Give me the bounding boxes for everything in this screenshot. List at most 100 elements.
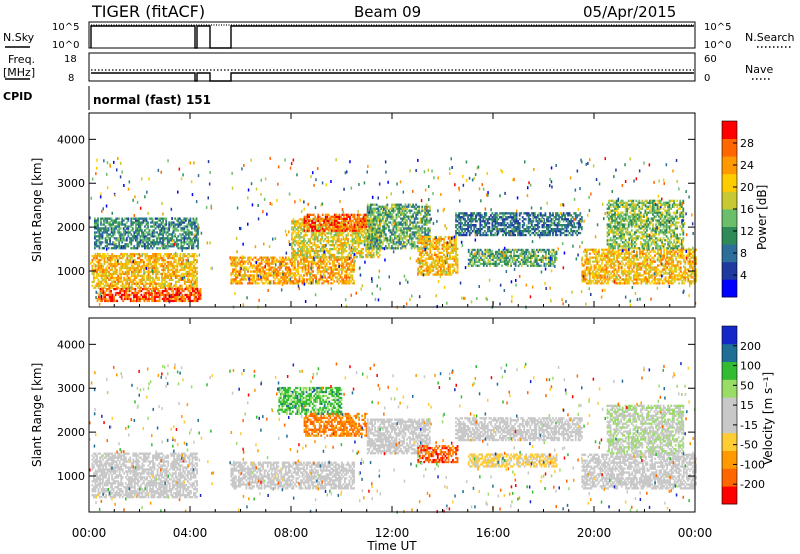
power-echo-cell xyxy=(154,217,157,220)
power-echo-cell xyxy=(309,280,311,283)
power-echo-cell xyxy=(180,260,183,264)
power-echo-cell xyxy=(191,231,193,234)
power-echo-cell xyxy=(132,297,135,301)
power-echo-cell xyxy=(183,239,186,242)
power-echo-cell xyxy=(140,270,142,274)
power-echo-cell xyxy=(165,255,168,258)
power-echo-cell xyxy=(132,293,135,297)
power-echo-cell xyxy=(351,249,354,253)
power-echo-cell xyxy=(348,262,351,265)
power-echo-cell xyxy=(333,238,336,241)
power-echo-cell xyxy=(362,255,364,259)
power-echo-cell xyxy=(449,269,451,272)
power-echo-cell xyxy=(94,243,96,246)
power-echo-cell xyxy=(269,256,272,259)
power-echo-cell xyxy=(150,241,152,244)
power-echo-cell xyxy=(309,251,311,255)
power-echo-cell xyxy=(284,272,287,275)
power-echo-cell xyxy=(473,228,476,231)
power-echo-cell xyxy=(165,227,168,230)
power-echo-cell xyxy=(119,237,122,240)
power-echo-cell xyxy=(182,278,185,281)
power-echo-cell xyxy=(97,274,100,277)
power-echo-cell xyxy=(319,264,322,267)
power-echo-cell xyxy=(295,253,298,257)
power-echo-cell xyxy=(118,257,121,260)
power-echo-cell xyxy=(184,293,187,297)
power-echo-cell xyxy=(152,257,154,260)
power-echo-cell xyxy=(345,262,348,265)
power-echo-cell xyxy=(330,266,333,269)
power-echo-cell xyxy=(137,295,140,299)
power-echo-cell xyxy=(289,280,292,283)
power-echo-cell xyxy=(334,232,337,235)
power-echo-cell xyxy=(318,264,321,267)
power-echo-cell xyxy=(130,241,133,244)
power-echo-cell xyxy=(183,272,186,276)
power-echo-cell xyxy=(391,223,393,226)
power-echo-cell xyxy=(129,289,132,293)
power-echo-cell xyxy=(297,248,299,251)
power-echo-cell xyxy=(339,224,342,227)
power-echo-cell xyxy=(130,264,133,268)
power-echo-cell xyxy=(97,286,100,289)
power-echo-cell xyxy=(230,256,233,259)
power-echo-cell xyxy=(359,222,361,225)
freq-panel xyxy=(88,52,696,82)
power-echo-cell xyxy=(94,266,97,270)
power-echo-cell xyxy=(366,239,369,242)
power-echo-cell xyxy=(231,270,234,273)
power-echo-cell xyxy=(137,289,140,293)
power-echo-cell xyxy=(190,291,193,295)
power-echo-cell xyxy=(288,256,290,259)
power-echo-cell xyxy=(239,260,242,263)
power-echo-cell xyxy=(175,287,178,291)
power-echo-cell xyxy=(111,293,114,297)
power-echo-cell xyxy=(316,268,319,271)
power-echo-cell xyxy=(508,230,510,233)
power-echo-cell xyxy=(160,227,163,230)
power-echo-cell xyxy=(95,225,98,228)
power-echo-cell xyxy=(125,297,128,301)
power-echo-cell xyxy=(180,262,183,266)
power-echo-cell xyxy=(257,278,260,281)
power-echo-cell xyxy=(321,282,324,285)
power-echo-cell xyxy=(327,251,330,255)
power-echo-cell xyxy=(295,278,298,281)
power-echo-cell xyxy=(121,235,124,238)
power-echo-cell xyxy=(114,262,117,266)
power-echo-cell xyxy=(295,280,298,283)
power-echo-cell xyxy=(476,228,479,231)
power-echo-cell xyxy=(176,291,179,295)
power-echo-cell xyxy=(98,297,100,301)
power-echo-cell xyxy=(369,251,372,255)
power-echo-cell xyxy=(93,286,95,289)
power-echo-cell xyxy=(315,232,317,235)
power-echo-cell xyxy=(153,255,156,258)
power-echo-cell xyxy=(190,272,192,276)
power-echo-cell xyxy=(233,262,236,265)
power-echo-cell xyxy=(135,284,138,287)
power-echo-cell xyxy=(342,262,345,265)
power-echo-cell xyxy=(177,235,180,238)
power-echo-cell xyxy=(98,233,101,236)
power-echo-cell xyxy=(289,270,292,273)
power-echo-cell xyxy=(515,218,518,221)
power-echo-cell xyxy=(124,253,127,256)
power-echo-cell xyxy=(319,232,322,235)
power-echo-cell xyxy=(188,253,191,256)
power-echo-cell xyxy=(129,293,132,297)
nsearch-tick-bottom: 10^0 xyxy=(704,40,731,51)
power-echo-cell xyxy=(172,295,175,299)
power-echo-cell xyxy=(117,274,120,277)
power-echo-cell xyxy=(138,274,141,277)
power-echo-cell xyxy=(172,243,175,246)
power-echo-cell xyxy=(179,297,182,301)
power-echo-cell xyxy=(182,260,185,264)
power-echo-cell xyxy=(124,245,127,248)
power-echo-cell xyxy=(135,247,137,250)
power-echo-cell xyxy=(371,246,374,249)
power-echo-cell xyxy=(356,234,358,237)
power-echo-cell xyxy=(233,260,236,263)
power-echo-cell xyxy=(120,297,123,301)
